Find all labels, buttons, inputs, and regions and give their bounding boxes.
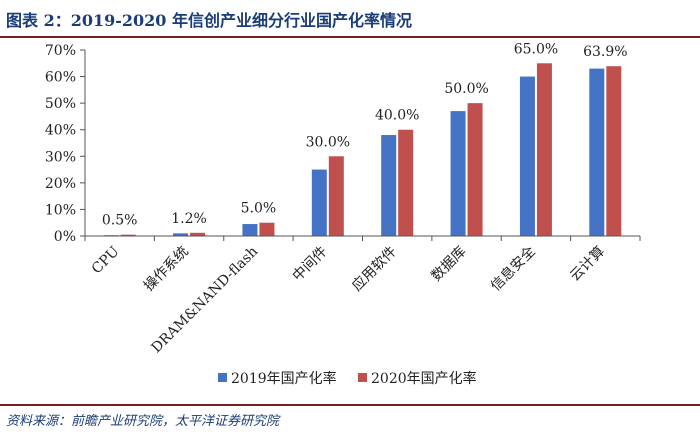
data-label: 30.0%	[306, 134, 350, 150]
y-tick-label: 0%	[54, 229, 76, 245]
data-labels: 0.5% 1.2% 5.0% 30.0% 40.0% 50.0% 65.0% 63.9%	[102, 41, 628, 228]
figure-title: 图表 2：2019-2020 年信创产业细分行业国产化率情况	[6, 11, 412, 30]
bar-2019	[242, 224, 258, 236]
category-label: 操作系统	[141, 244, 192, 295]
category-label: CPU	[89, 243, 123, 277]
legend-label: 2020年国产化率	[371, 370, 477, 387]
bar-2020	[398, 129, 414, 236]
legend-swatch	[358, 373, 367, 382]
category-label: 数据库	[428, 244, 469, 285]
bar-2019	[311, 169, 327, 236]
y-tick-label: 60%	[45, 70, 76, 86]
figure-header: 图表 2：2019-2020 年信创产业细分行业国产化率情况	[0, 0, 700, 36]
bar-2020	[190, 232, 206, 236]
bottom-divider	[0, 404, 700, 406]
y-tick-label: 40%	[45, 123, 76, 139]
data-label: 1.2%	[171, 211, 207, 227]
category-label: 中间件	[290, 244, 331, 285]
y-axis: 0% 10% 20% 30% 40% 50% 60% 70%	[45, 43, 86, 245]
bar-2020	[328, 156, 344, 236]
bar-2020	[120, 234, 136, 236]
bar-2019	[381, 135, 397, 236]
bar-2019	[450, 111, 466, 236]
data-label: 65.0%	[514, 41, 558, 57]
bars	[103, 63, 622, 237]
category-label: 云计算	[567, 244, 608, 285]
bar-chart: 0% 10% 20% 30% 40% 50% 60% 70% 0.5% 1.2% 5.0% 30.0…	[45, 41, 641, 387]
bar-2020	[606, 66, 622, 236]
data-label: 63.9%	[583, 44, 627, 60]
category-label: 应用软件	[348, 243, 400, 295]
bar-2019	[519, 76, 535, 236]
data-label: 5.0%	[241, 201, 277, 217]
y-tick-label: 70%	[45, 43, 76, 59]
source-note: 资料来源：前瞻产业研究院，太平洋证券研究院	[6, 414, 280, 429]
category-label: 信息安全	[487, 243, 539, 295]
legend-swatch	[218, 373, 227, 382]
legend-label: 2019年国产化率	[231, 370, 337, 387]
bar-2019	[173, 233, 189, 236]
data-label: 40.0%	[375, 108, 419, 124]
bar-2020	[467, 103, 483, 237]
y-tick-label: 50%	[45, 96, 76, 112]
bar-2020	[259, 222, 275, 236]
bar-2020	[536, 63, 552, 237]
data-label: 50.0%	[444, 81, 488, 97]
legend: 2019年国产化率 2020年国产化率	[218, 370, 477, 387]
bar-2019	[589, 68, 605, 236]
y-tick-label: 30%	[45, 149, 76, 165]
y-tick-label: 10%	[45, 202, 76, 218]
top-divider	[0, 36, 700, 38]
data-label: 0.5%	[102, 213, 138, 229]
y-tick-label: 20%	[45, 176, 76, 192]
